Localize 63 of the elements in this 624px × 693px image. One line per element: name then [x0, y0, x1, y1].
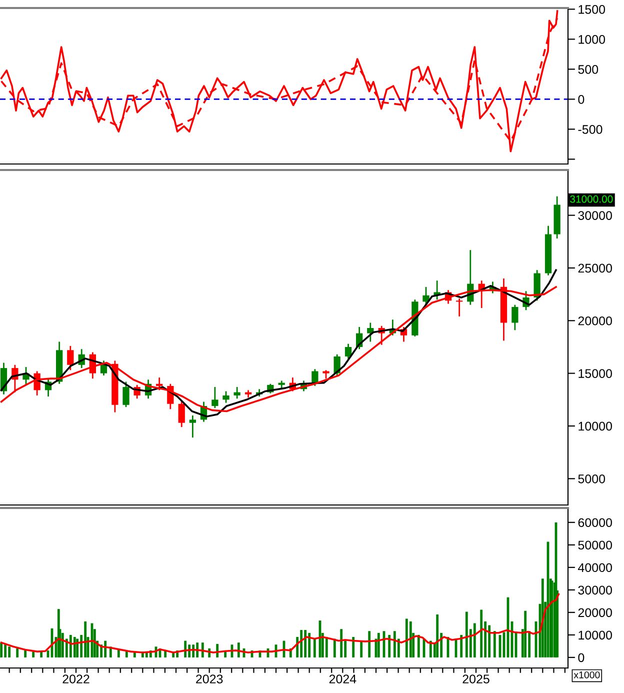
y-tick-label: 0: [578, 95, 584, 104]
bar: [460, 634, 463, 658]
y-tick-label: 5000: [578, 474, 606, 484]
bar: [352, 636, 355, 658]
bar: [465, 612, 468, 658]
bar: [145, 652, 148, 658]
bar: [473, 623, 476, 658]
bar: [417, 634, 420, 658]
bar: [368, 631, 371, 658]
y-tick-label: 500: [578, 65, 598, 74]
bar: [84, 621, 87, 658]
y-tick-label: 0: [578, 653, 584, 662]
y-tick-label: 1500: [578, 5, 606, 14]
y-tick-label: 60000: [578, 518, 612, 528]
bar: [308, 632, 311, 658]
y-tick-label: 50000: [578, 540, 612, 550]
text: 31000.00: [570, 195, 613, 203]
bar: [325, 636, 328, 658]
bar: [541, 578, 544, 658]
y-tick-label: 40000: [578, 563, 612, 572]
bar: [69, 634, 72, 658]
bar: [340, 629, 343, 658]
bar: [333, 638, 336, 658]
y-tick-label: 25000: [578, 264, 612, 273]
bar: [313, 638, 316, 658]
bar: [480, 610, 483, 658]
bar: [24, 650, 27, 658]
bar: [304, 630, 307, 658]
line-series: [0, 593, 560, 654]
text: x1000: [574, 671, 600, 678]
y-tick-label: 15000: [578, 369, 612, 378]
x-tick-label: 2022: [62, 674, 90, 684]
bar: [388, 634, 391, 658]
bar: [488, 625, 491, 658]
bar: [360, 640, 363, 658]
bar: [524, 610, 527, 658]
bar: [32, 652, 35, 658]
bar: [493, 631, 496, 658]
y-tick-label: 20000: [578, 608, 612, 618]
candlestick: [122, 381, 130, 408]
y-tick-label: 20000: [578, 316, 612, 326]
x-tick-label: 2023: [196, 674, 223, 684]
x-tick-label: 2025: [462, 674, 490, 684]
bar: [409, 621, 412, 658]
y-tick-label: 1000: [578, 35, 606, 44]
y-tick-label: -500: [578, 125, 602, 134]
bar: [4, 644, 7, 658]
bar: [16, 648, 19, 658]
bar: [300, 630, 303, 658]
bar: [8, 646, 11, 658]
x-tick-label: 2024: [329, 674, 356, 684]
bar: [393, 631, 396, 658]
bar: [377, 632, 380, 658]
bar: [117, 649, 120, 658]
bar: [0, 642, 3, 658]
bar: [405, 618, 408, 658]
y-tick-label: 30000: [578, 211, 612, 220]
y-tick-label: 10000: [578, 422, 612, 431]
bar: [61, 632, 64, 658]
bar: [436, 614, 439, 658]
y-tick-label: 30000: [578, 586, 612, 595]
bar: [73, 636, 76, 658]
y-tick-label: 10000: [578, 630, 612, 640]
